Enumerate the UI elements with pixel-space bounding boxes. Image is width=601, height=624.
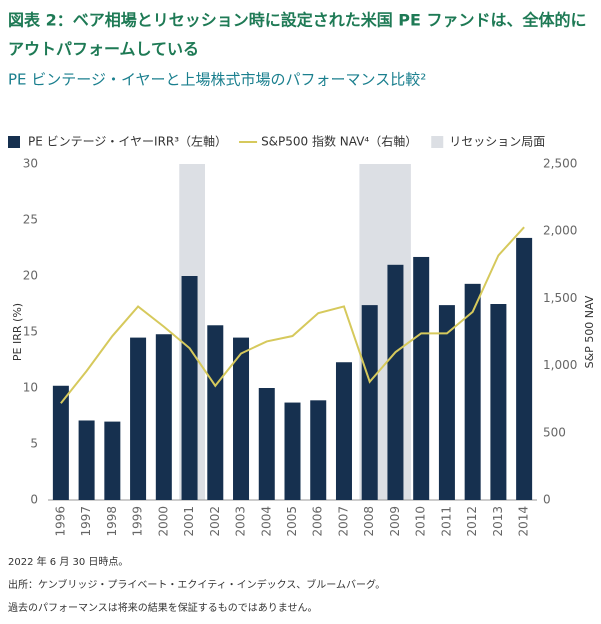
x-tick-label: 2011	[439, 506, 453, 537]
bar	[104, 421, 121, 500]
x-tick-label: 2010	[414, 506, 428, 537]
bar	[130, 337, 147, 500]
y2-tick-label: 500	[543, 425, 566, 439]
bar	[335, 362, 352, 500]
y-tick-label: 5	[30, 437, 38, 451]
bar	[207, 325, 224, 500]
y-tick-label: 30	[23, 157, 38, 171]
y2-tick-label: 2,500	[543, 157, 577, 171]
x-tick-label: 2003	[234, 506, 248, 537]
bar	[361, 305, 378, 500]
legend-swatch	[8, 136, 20, 148]
x-tick-label: 2000	[156, 506, 170, 537]
y-tick-label: 10	[23, 381, 38, 395]
bar	[387, 264, 404, 500]
chart-title: 図表 2：ベア相場とリセッション時に設定された米国 PE ファンドは、全体的に	[8, 11, 587, 30]
line	[60, 226, 525, 404]
bar	[310, 400, 327, 500]
x-tick-label: 1998	[105, 506, 119, 537]
y-tick-label: 20	[23, 269, 38, 283]
bar	[490, 304, 507, 500]
legend-label: リセッション局面	[449, 135, 545, 149]
bar	[413, 256, 430, 500]
y2-tick-label: 1,500	[543, 291, 577, 305]
bar	[52, 385, 69, 500]
chart-subtitle: PE ビンテージ・イヤーと上場株式市場のパフォーマンス比較²	[8, 71, 426, 89]
bar	[284, 402, 301, 500]
x-tick-label: 2009	[388, 506, 402, 537]
chart-title: アウトパフォームしている	[8, 40, 199, 59]
bar	[155, 334, 172, 500]
x-tick-label: 2004	[259, 506, 273, 537]
x-tick-label: 2013	[491, 506, 505, 537]
y-tick-label: 25	[23, 213, 38, 227]
y-tick-label: 15	[23, 325, 38, 339]
x-tick-label: 2002	[208, 506, 222, 537]
y2-tick-label: 1,000	[543, 358, 577, 372]
x-tick-label: 1997	[79, 506, 93, 537]
x-tick-label: 1996	[53, 506, 67, 537]
bar	[181, 276, 198, 500]
bar	[78, 420, 95, 500]
y2-tick-label: 2,000	[543, 224, 577, 238]
x-tick-label: 2012	[465, 506, 479, 537]
footnote: 過去のパフォーマンスは将来の結果を保証するものではありません。	[8, 601, 318, 614]
x-tick-label: 2008	[362, 506, 376, 537]
y-tick-label: 0	[30, 493, 38, 507]
x-tick-label: 2001	[182, 506, 196, 537]
x-tick-label: 1999	[131, 506, 145, 537]
y2-axis-label: S&P 500 NAV	[583, 295, 596, 368]
bar	[233, 337, 250, 500]
x-tick-label: 2007	[336, 506, 350, 537]
footnote: 2022 年 6 月 30 日時点。	[8, 555, 128, 568]
y2-tick-label: 0	[543, 493, 551, 507]
bar	[258, 388, 275, 500]
bar	[438, 305, 455, 500]
bar	[464, 283, 481, 500]
x-tick-label: 2006	[311, 506, 325, 537]
bar	[516, 237, 533, 501]
footnote: 出所：ケンブリッジ・プライベート・エクイティ・インデックス、ブルームバーグ。	[8, 578, 385, 591]
legend-label: S&P500 指数 NAV⁴（右軸）	[261, 134, 417, 149]
x-tick-label: 2005	[285, 506, 299, 537]
legend-swatch	[431, 136, 444, 148]
y-axis-label: PE IRR (%)	[11, 303, 24, 361]
legend-label: PE ビンテージ・イヤーIRR³（左軸）	[28, 134, 227, 149]
x-tick-label: 2014	[517, 506, 531, 537]
